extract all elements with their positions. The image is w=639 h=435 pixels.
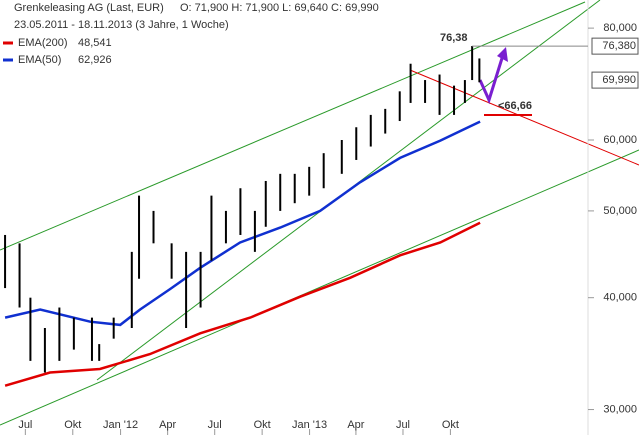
x-tick-label: Jan '12 — [103, 419, 138, 431]
arrow — [478, 54, 505, 105]
quote: O: 71,900 H: 71,900 L: 69,640 C: 69,990 — [180, 2, 379, 14]
x-tick-label: Okt — [442, 419, 459, 431]
x-tick-label: Okt — [254, 419, 271, 431]
arrow-head — [497, 47, 508, 62]
legend-value: 62,926 — [78, 54, 112, 66]
ema-line — [4, 221, 481, 387]
subtitle: 23.05.2011 - 18.11.2013 (3 Jahre, 1 Woch… — [14, 19, 229, 31]
trend-line — [0, 149, 639, 426]
legend-label: EMA(50) — [18, 54, 61, 66]
x-tick-label: Apr — [347, 419, 364, 431]
y-tick-label: 50,000 — [603, 205, 637, 217]
x-tick-label: Jul — [208, 419, 222, 431]
price-box-label: 76,380 — [602, 40, 636, 52]
chart-title: Grenkeleasing AG (Last, EUR) — [14, 2, 164, 14]
y-tick-label: 80,000 — [603, 22, 637, 34]
annotation: <66,66 — [498, 100, 532, 112]
price-box-label: 69,990 — [602, 74, 636, 86]
x-tick-label: Jul — [18, 419, 32, 431]
x-tick-label: Apr — [159, 419, 176, 431]
y-tick-label: 40,000 — [603, 292, 637, 304]
price-box — [591, 71, 639, 89]
ema-line — [4, 120, 481, 327]
annotation: 76,38 — [440, 32, 468, 44]
y-tick-label: 60,000 — [603, 134, 637, 146]
y-tick-label: 30,000 — [603, 403, 637, 415]
legend: EMA(200) 48,541 EMA(50) 62,926 — [3, 37, 112, 66]
x-tick-label: Jan '13 — [292, 419, 327, 431]
plot: 30,000 40,000 50,000 60,000 80,000 Jul Okt Jan … — [4, 22, 639, 435]
legend-label: EMA(200) — [18, 37, 68, 49]
legend-value: 48,541 — [78, 37, 112, 49]
x-tick-label: Okt — [64, 419, 81, 431]
trend-line — [409, 69, 639, 166]
trend-line — [0, 1, 586, 251]
x-tick-label: Jul — [396, 419, 410, 431]
price-box — [591, 37, 639, 55]
